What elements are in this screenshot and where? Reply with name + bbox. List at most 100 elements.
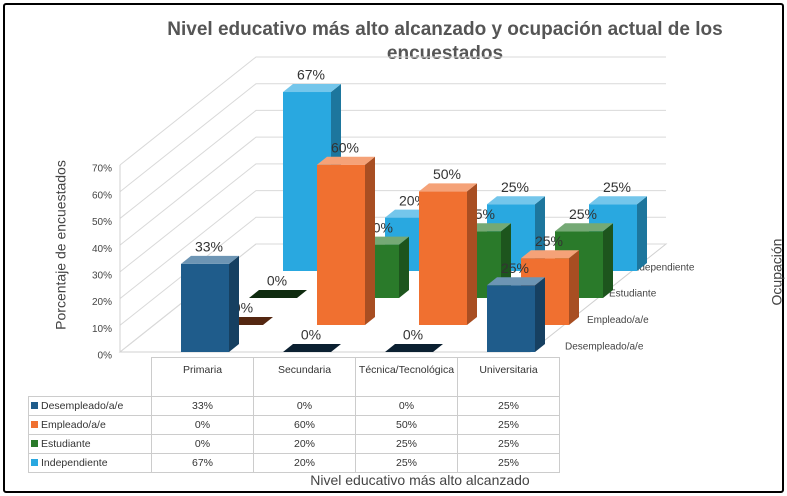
y-tick-label: 70% [92,164,112,175]
grid-line [119,109,666,219]
table-value: 0% [253,396,356,416]
bar-side [637,196,647,271]
x-axis-label: Nivel educativo más alto alcanzado [310,472,530,488]
bar-top [419,183,477,192]
bar-top [317,156,375,165]
data-label: 0% [301,327,321,343]
table-row: Estudiante 0% 20% 25% 25% [28,434,560,454]
chart-title: Nivel educativo más alto alcanzado y ocu… [167,19,723,64]
table-row: Independiente 67% 20% 25% 25% [28,453,560,473]
bar-top [487,277,545,286]
bar [385,344,443,352]
data-label: 60% [331,139,359,155]
bar-top [385,344,443,352]
table-series: Estudiante [28,434,152,454]
table-value: 67% [151,453,254,473]
bar-top [521,250,579,259]
table-row: Empleado/a/e 0% 60% 50% 25% [28,415,560,435]
bar-side [365,156,375,325]
table-value: 25% [355,453,458,473]
table-header: Primaria Secundaria Técnica/Tecnológica Uni… [29,357,560,397]
legend-swatch [31,402,38,409]
bar-side [569,250,579,325]
data-label: 50% [433,166,461,182]
table-value: 20% [253,434,356,454]
table-series: Desempleado/a/e [28,396,152,416]
y-tick-label: 40% [92,244,112,255]
y-tick-label: 20% [92,297,112,308]
table-value: 25% [457,415,560,435]
z-tick-label: Estudiante [609,289,657,300]
grid-line [119,83,666,193]
bar [317,156,375,325]
grid-line [119,136,666,246]
frame [3,3,784,493]
data-label: 25% [535,233,563,249]
bar-side [399,236,409,298]
grid-line [119,56,666,166]
data-label: 25% [501,179,529,195]
table-value: 25% [457,434,560,454]
legend-swatch [31,421,38,428]
legend-swatch [31,459,38,466]
bar-top [487,196,545,205]
data-table: Primaria Secundaria Técnica/Tecnológica Uni… [28,357,560,473]
table-row: Desempleado/a/e 33% 0% 0% 25% [28,396,560,416]
bar-top [181,255,239,264]
legend-label: Desempleado/a/e [41,400,124,412]
bar-side [229,255,239,352]
bar-front [181,263,229,352]
bar-front [419,191,467,325]
legend-label: Independiente [41,457,108,469]
table-series: Independiente [28,453,152,473]
bar [249,290,307,298]
legend-label: Empleado/a/e [41,419,106,431]
y-tick-label: 0% [98,351,113,362]
legend-label: Estudiante [41,438,91,450]
data-label: 25% [501,260,529,276]
legend-swatch [31,440,38,447]
y-axis-label: Porcentaje de encuestados [53,160,69,330]
table-value: 60% [253,415,356,435]
z-tick-label: Independiente [631,262,695,273]
data-label: 0% [403,327,423,343]
table-value: 0% [151,434,254,454]
table-category: Universitaria [457,357,560,397]
bar-top [589,196,647,205]
z-axis-label: Ocupación [769,239,785,306]
z-tick-label: Empleado/a/e [587,315,649,326]
table-corner [29,358,152,397]
bar-top [283,344,341,352]
grid-line [119,163,666,273]
table-value: 33% [151,396,254,416]
bar [283,344,341,352]
data-label: 25% [603,179,631,195]
table-value: 20% [253,453,356,473]
bar-side [467,183,477,325]
bar-top [555,223,613,232]
table-value: 0% [355,396,458,416]
bar-front [487,285,535,352]
bar-side [535,277,545,352]
table-value: 25% [355,434,458,454]
bar [181,255,239,352]
data-label: 33% [195,239,223,255]
bar-front [317,164,365,325]
grid-line [119,190,666,299]
table-value: 25% [457,396,560,416]
data-label: 67% [297,67,325,83]
table-category: Técnica/Tecnológica [355,357,458,397]
y-tick-label: 10% [92,324,112,335]
bar [487,277,545,352]
y-tick-label: 50% [92,217,112,228]
table-series: Empleado/a/e [28,415,152,435]
y-tick-label: 30% [92,270,112,281]
table-value: 50% [355,415,458,435]
table-value: 0% [151,415,254,435]
bar-side [603,223,613,298]
z-tick-label: Desempleado/a/e [565,342,644,353]
bar-top [283,84,341,93]
bar-top [249,290,307,298]
